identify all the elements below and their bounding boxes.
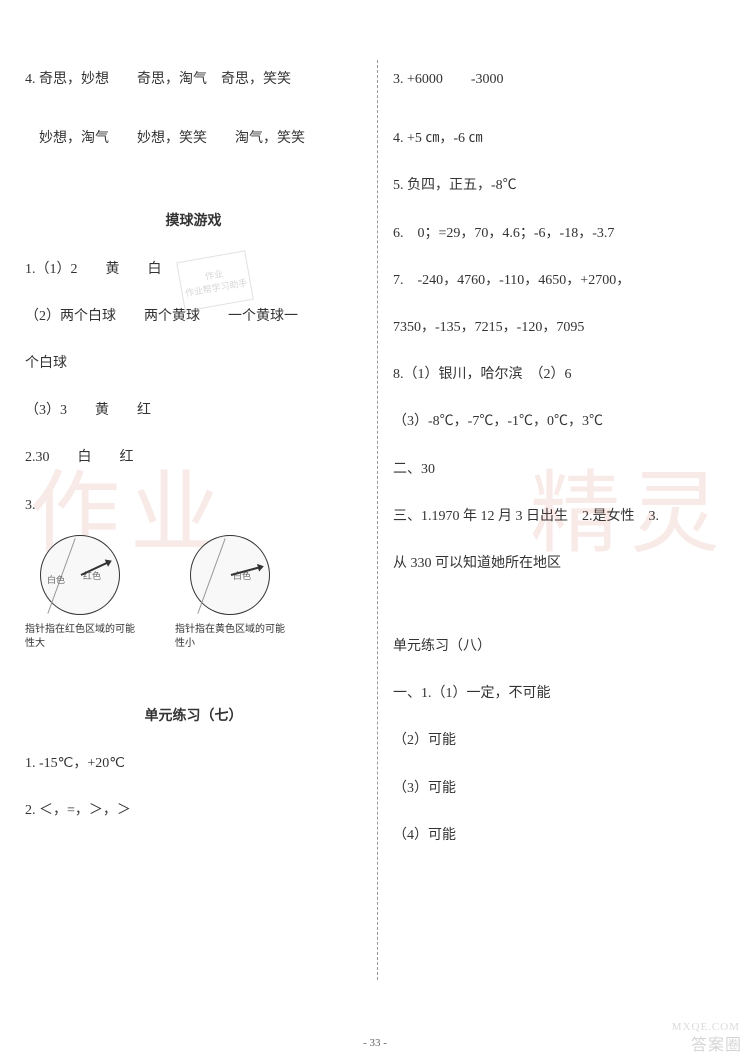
section-heading-unit7: 单元练习（七） bbox=[25, 697, 362, 736]
text-line: 7350，-135，7215，-120，7095 bbox=[393, 308, 730, 347]
text-line: 6. 0；=29，70，4.6；-6，-18，-3.7 bbox=[393, 214, 730, 253]
text-line: 妙想，淘气 妙想，笑笑 淘气，笑笑 bbox=[25, 119, 362, 158]
spinner-1: 白色 红色 bbox=[40, 535, 120, 615]
footer-watermark: 答案圈 bbox=[691, 1031, 742, 1055]
text-line: 4. +5 ㎝，-6 ㎝ bbox=[393, 119, 730, 158]
text-line: 3. bbox=[25, 486, 362, 525]
text-line: 个白球 bbox=[25, 344, 362, 383]
text-line: 2.30 白 红 bbox=[25, 438, 362, 477]
text-line: 1.（1）2 黄 白 bbox=[25, 250, 362, 289]
spinner-caption-2: 指针指在黄色区域的可能性小 bbox=[175, 623, 285, 651]
text-line: 三、1.1970 年 12 月 3 日出生 2.是女性 3. bbox=[393, 497, 730, 536]
text-line: 1. -15℃，+20℃ bbox=[25, 744, 362, 783]
section-heading-ball: 摸球游戏 bbox=[25, 202, 362, 241]
spinner-diagrams: 白色 红色 指针指在红色区域的可能性大 白色 指针指在黄色区域的可能性小 bbox=[25, 535, 362, 651]
text-line: 8.（1）银川，哈尔滨 （2）6 bbox=[393, 355, 730, 394]
text-line: 4. 奇思，妙想 奇思，淘气 奇思，笑笑 bbox=[25, 60, 362, 99]
text-line: （2）可能 bbox=[393, 721, 730, 760]
text-line: 从 330 可以知道她所在地区 bbox=[393, 544, 730, 583]
left-column: 4. 奇思，妙想 奇思，淘气 奇思，笑笑 妙想，淘气 妙想，笑笑 淘气，笑笑 摸… bbox=[25, 60, 378, 980]
text-line: 3. +6000 -3000 bbox=[393, 60, 730, 99]
text-line: 一、1.（1）一定，不可能 bbox=[393, 674, 730, 713]
spinner-item-1: 白色 红色 指针指在红色区域的可能性大 bbox=[25, 535, 135, 651]
section-heading-unit8: 单元练习（八） bbox=[393, 627, 730, 666]
spinner-region-label: 白色 bbox=[233, 564, 251, 589]
text-line: 7. -240，4760，-110，4650，+2700， bbox=[393, 261, 730, 300]
right-column: 3. +6000 -3000 4. +5 ㎝，-6 ㎝ 5. 负四，正五，-8℃… bbox=[378, 60, 730, 980]
text-line: （3）-8℃，-7℃，-1℃，0℃，3℃ bbox=[393, 402, 730, 441]
page-number: - 33 - bbox=[0, 1037, 750, 1049]
text-line: 2. ＜，=，＞，＞ bbox=[25, 791, 362, 830]
text-line: （3）可能 bbox=[393, 769, 730, 808]
spinner-2: 白色 bbox=[190, 535, 270, 615]
page-content: 4. 奇思，妙想 奇思，淘气 奇思，笑笑 妙想，淘气 妙想，笑笑 淘气，笑笑 摸… bbox=[0, 0, 750, 1000]
text-line: （4）可能 bbox=[393, 816, 730, 855]
text-line: （2）两个白球 两个黄球 一个黄球一 bbox=[25, 297, 362, 336]
spinner-region-label: 白色 bbox=[47, 568, 65, 593]
spinner-caption-1: 指针指在红色区域的可能性大 bbox=[25, 623, 135, 651]
text-line: 二、30 bbox=[393, 450, 730, 489]
text-line: （3）3 黄 红 bbox=[25, 391, 362, 430]
text-line: 5. 负四，正五，-8℃ bbox=[393, 166, 730, 205]
spinner-item-2: 白色 指针指在黄色区域的可能性小 bbox=[175, 535, 285, 651]
